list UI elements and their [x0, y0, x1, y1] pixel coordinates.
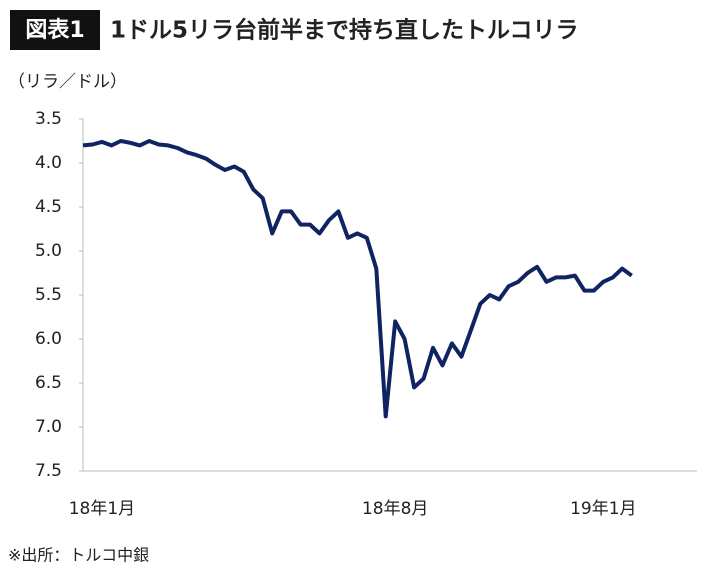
- y-tick-label: 3.5: [35, 109, 62, 129]
- y-tick-label: 6.5: [35, 373, 62, 393]
- y-tick-label: 4.5: [35, 197, 62, 217]
- y-axis-label: （リラ／ドル）: [8, 72, 127, 92]
- y-tick-label: 6.0: [35, 329, 62, 349]
- figure-badge: [10, 10, 100, 50]
- y-tick-label: 5.0: [35, 241, 62, 261]
- y-tick-label: 7.0: [35, 417, 62, 437]
- y-tick-label: 7.5: [35, 461, 62, 481]
- chart-title: 1ドル5リラ台前半まで持ち直したトルコリラ: [110, 17, 579, 44]
- figure-label: 図表1: [25, 18, 84, 43]
- data-line: [82, 139, 633, 419]
- x-tick-label: 18年8月: [362, 499, 428, 519]
- x-tick-label: 18年1月: [69, 499, 135, 519]
- y-tick-label: 4.0: [35, 153, 62, 173]
- source-note: ※出所：トルコ中銀: [8, 546, 149, 565]
- y-tick-label: 5.5: [35, 285, 62, 305]
- x-tick-label: 19年1月: [570, 499, 636, 519]
